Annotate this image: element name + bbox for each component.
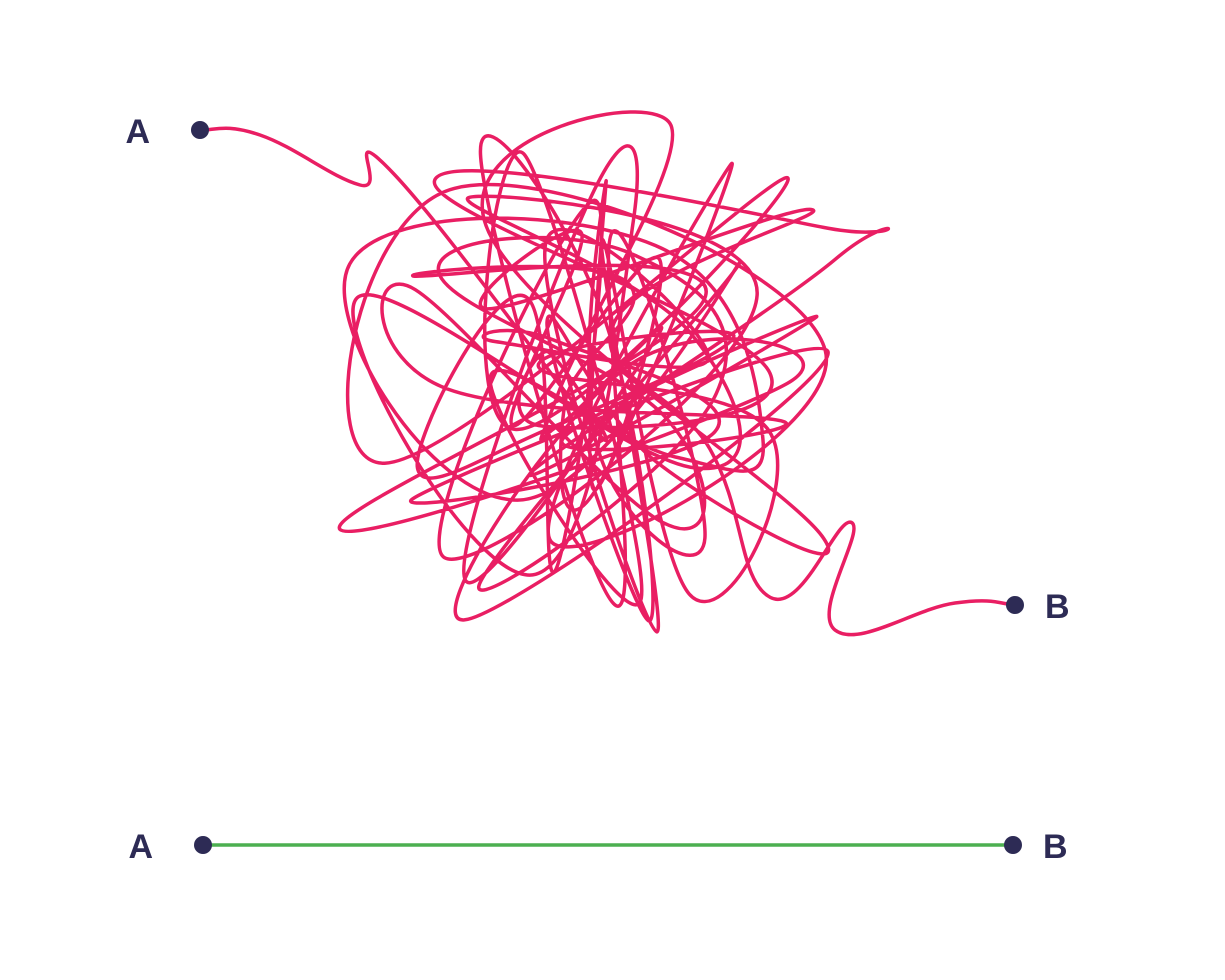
complex-end-dot [1006,596,1024,614]
simple-end-dot [1004,836,1022,854]
complex-end-label: B [1045,588,1070,626]
simple-end-label: B [1043,828,1068,866]
complex-start-dot [191,121,209,139]
complex-start-label: A [125,113,150,151]
complex-path [200,112,1015,635]
simple-start-label: A [128,828,153,866]
simple-start-dot [194,836,212,854]
